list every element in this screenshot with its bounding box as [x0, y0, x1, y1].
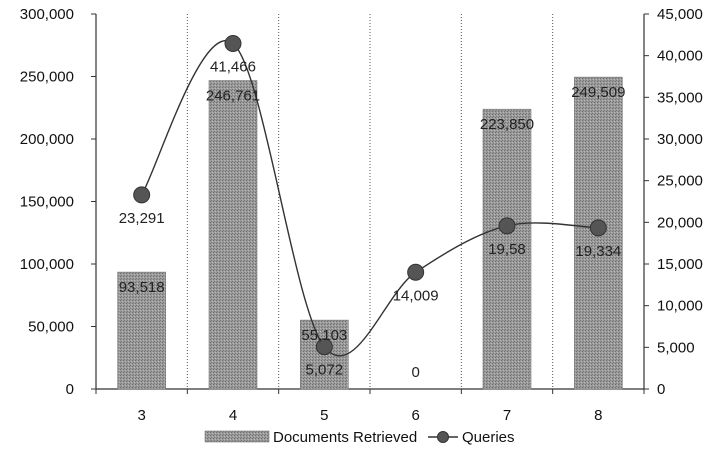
- legend-bar-swatch: [204, 430, 270, 443]
- right-tick-label: 5,000: [657, 339, 695, 356]
- right-tick-label: 20,000: [657, 214, 703, 231]
- left-tick-label: 300,000: [20, 6, 74, 23]
- left-tick-label: 50,000: [28, 319, 74, 336]
- bar: [482, 108, 532, 390]
- left-tick-label: 200,000: [20, 131, 74, 148]
- left-tick-label: 250,000: [20, 69, 74, 86]
- bar-data-label: 249,509: [571, 84, 625, 101]
- legend-point-swatch: [437, 431, 449, 443]
- line-data-label: 19,58: [488, 241, 526, 258]
- queries-point: [315, 338, 333, 356]
- queries-point: [589, 219, 607, 237]
- x-tick-label: 5: [320, 407, 328, 424]
- legend-label-queries: Queries: [462, 429, 515, 446]
- x-tick-label: 4: [229, 407, 237, 424]
- line-data-label: 41,466: [210, 58, 256, 75]
- queries-point: [407, 263, 425, 281]
- bar: [208, 80, 258, 390]
- line-data-label: 5,072: [306, 362, 344, 379]
- left-tick-label: 150,000: [20, 194, 74, 211]
- bar-data-label: 55,103: [301, 327, 347, 344]
- right-tick-label: 30,000: [657, 131, 703, 148]
- x-tick-label: 6: [411, 407, 419, 424]
- tick-labels: 0 50,000 100,000 150,000 200,000 250,000 300,0…: [20, 6, 703, 424]
- right-tick-label: 10,000: [657, 298, 703, 315]
- data-labels: 93,518 246,761 55,103 0 223,850 249,509 23,291…: [119, 58, 626, 381]
- bar-data-label: 223,850: [480, 116, 534, 133]
- x-tick-label: 7: [503, 407, 511, 424]
- left-tick-label: 0: [66, 381, 74, 398]
- right-tick-label: 0: [657, 381, 665, 398]
- bar-data-label: 0: [411, 364, 419, 381]
- queries-point: [224, 34, 242, 52]
- line-series-queries: [133, 34, 607, 357]
- bar-data-label: 246,761: [206, 88, 260, 105]
- legend-label-documents-retrieved: Documents Retrieved: [273, 429, 417, 446]
- legend: Documents Retrieved Queries: [204, 429, 515, 446]
- right-tick-label: 45,000: [657, 6, 703, 23]
- line-data-label: 14,009: [393, 287, 439, 304]
- left-tick-label: 100,000: [20, 256, 74, 273]
- right-tick-label: 35,000: [657, 89, 703, 106]
- right-tick-label: 15,000: [657, 256, 703, 273]
- bar-data-label: 93,518: [119, 279, 165, 296]
- x-tick-label: 8: [594, 407, 602, 424]
- vertical-gridlines: [186, 14, 554, 389]
- line-data-label: 19,334: [575, 243, 621, 260]
- x-tick-label: 3: [137, 407, 145, 424]
- axes: [91, 13, 649, 394]
- line-data-label: 23,291: [119, 210, 165, 227]
- queries-point: [498, 217, 516, 235]
- bar: [117, 271, 166, 390]
- right-tick-label: 40,000: [657, 48, 703, 65]
- right-tick-label: 25,000: [657, 173, 703, 190]
- queries-point: [133, 186, 151, 204]
